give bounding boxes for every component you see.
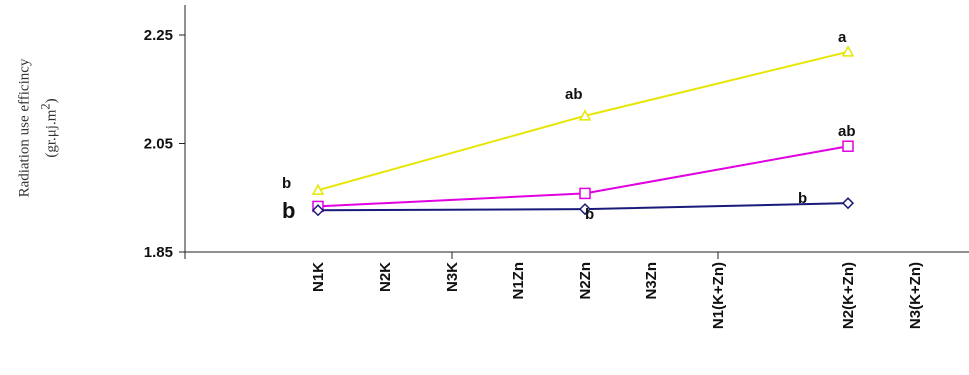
series-point-magenta-2 xyxy=(842,140,854,152)
chart-series xyxy=(311,45,855,217)
x-tick-label-1: N2K xyxy=(377,262,394,292)
label-navy-0: b xyxy=(282,198,295,223)
label-yellow-4: ab xyxy=(565,86,583,103)
series-point-navy-1 xyxy=(578,203,592,216)
y-tick-label-1: 2.05 xyxy=(144,136,173,153)
label-navy-7: b xyxy=(798,190,807,207)
label-magenta-7: ab xyxy=(838,123,856,140)
label-navy-4: b xyxy=(585,206,594,223)
x-tick-label-5: N3Zn xyxy=(643,262,660,300)
x-axis-ticks: N1K N2K N3K N1Zn N2Zn N3Zn N1(K+Zn) N2(K+Zn) N3(… xyxy=(310,262,924,329)
label-yellow-0: b xyxy=(282,175,291,192)
y-tick-label-2: 2.25 xyxy=(144,27,173,44)
y-axis-unit-mu: μj xyxy=(43,125,60,138)
y-axis-unit-m: .m xyxy=(43,109,60,126)
series-line-yellow xyxy=(317,50,849,192)
label-yellow-7: a xyxy=(838,29,847,46)
y-axis-unit-base: (gr. xyxy=(43,137,60,158)
series-point-yellow-1 xyxy=(578,109,592,121)
y-axis-label: Radiation use efficincy (gr.μj.m2) xyxy=(8,8,68,248)
y-axis-unit-sup: 2 xyxy=(38,103,53,110)
x-tick-label-2: N3K xyxy=(444,262,461,292)
y-axis-ticks: 1.85 2.05 2.25 xyxy=(144,27,185,261)
series-point-navy-0 xyxy=(311,204,325,217)
x-tick-label-3: N1Zn xyxy=(510,262,527,300)
x-tick-label-0: N1K xyxy=(310,262,327,292)
x-tick-label-4: N2Zn xyxy=(577,262,594,300)
y-tick-label-0: 1.85 xyxy=(144,244,173,261)
series-point-navy-2 xyxy=(841,197,855,210)
series-point-yellow-0 xyxy=(311,183,325,195)
y-axis-unit-close: ) xyxy=(43,98,60,104)
y-axis-label-unit: (gr.μj.m2) xyxy=(35,59,62,198)
y-axis-label-text: Radiation use efficincy xyxy=(16,58,33,198)
x-tick-label-6: N1(K+Zn) xyxy=(710,262,727,329)
x-tick-label-8: N3(K+Zn) xyxy=(907,262,924,329)
chart-axes xyxy=(184,5,969,259)
series-point-yellow-2 xyxy=(841,45,855,57)
x-tick-label-7: N2(K+Zn) xyxy=(840,262,857,329)
series-point-magenta-1 xyxy=(579,187,591,200)
